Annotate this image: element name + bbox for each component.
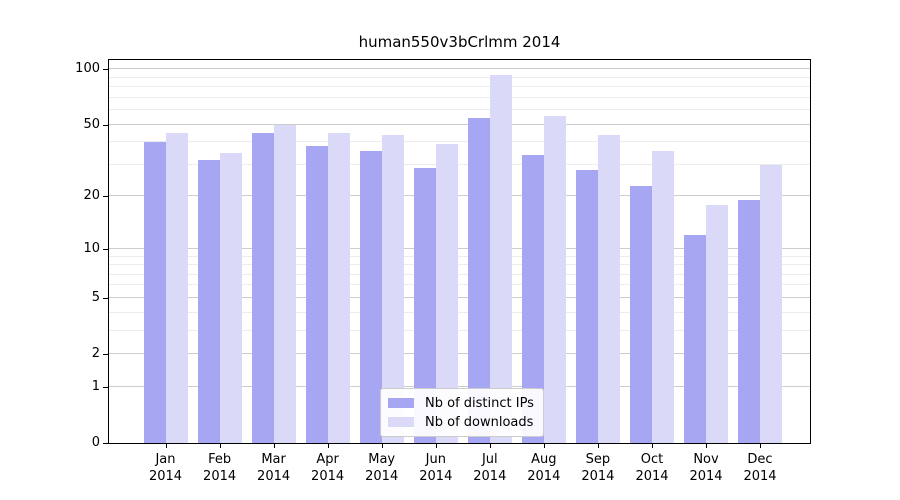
y-tick-mark-50 xyxy=(103,124,108,126)
x-tick-mark-sep xyxy=(597,444,599,448)
bar-mar-downloads xyxy=(273,124,296,443)
bar-dec-downloads xyxy=(760,164,782,443)
bar-feb-downloads xyxy=(219,152,242,443)
x-tick-label-mar: Mar 2014 xyxy=(257,452,291,484)
x-tick-mark-apr xyxy=(327,444,329,448)
bar-sep-distinct-ips xyxy=(575,170,598,443)
x-tick-label-jun: Jun 2014 xyxy=(419,452,453,484)
bar-jul-distinct-ips xyxy=(467,118,490,443)
legend-swatch-distinct-ips xyxy=(388,398,414,408)
x-tick-mark-nov xyxy=(706,444,707,448)
bar-jun-downloads xyxy=(435,144,458,443)
gridline-major-20 xyxy=(109,195,810,197)
gridline-minor-90 xyxy=(109,76,810,78)
bar-nov-distinct-ips xyxy=(684,235,706,443)
bar-may-distinct-ips xyxy=(359,150,382,443)
x-tick-label-dec: Dec 2014 xyxy=(743,452,777,484)
y-tick-label-10: 10 xyxy=(83,240,100,256)
gridline-minor-60 xyxy=(109,109,810,110)
x-tick-label-feb: Feb 2014 xyxy=(203,452,237,484)
gridline-major-1 xyxy=(109,385,810,387)
bar-nov-downloads xyxy=(706,204,728,443)
x-tick-mark-may xyxy=(381,444,383,448)
x-tick-mark-jan xyxy=(165,444,167,448)
y-tick-mark-5 xyxy=(103,297,108,299)
gridline-major-2 xyxy=(109,353,810,354)
x-tick-label-may: May 2014 xyxy=(365,452,399,484)
bar-oct-downloads xyxy=(652,150,674,443)
gridline-major-10 xyxy=(109,247,810,249)
x-tick-mark-oct xyxy=(652,444,653,448)
gridline-major-5 xyxy=(109,296,810,298)
x-tick-label-apr: Apr 2014 xyxy=(311,452,345,484)
legend: Nb of distinct IPs Nb of downloads xyxy=(380,388,544,437)
bar-mar-distinct-ips xyxy=(251,132,274,443)
legend-item-distinct-ips: Nb of distinct IPs xyxy=(388,395,534,411)
y-tick-label-0: 0 xyxy=(91,435,100,450)
x-tick-mark-mar xyxy=(273,444,275,448)
x-tick-label-aug: Aug 2014 xyxy=(527,452,561,484)
y-tick-mark-20 xyxy=(103,196,108,198)
y-tick-label-100: 100 xyxy=(75,61,100,77)
gridline-major-50 xyxy=(109,123,810,125)
gridline-minor-4 xyxy=(109,311,810,313)
bar-jan-downloads xyxy=(165,132,188,443)
chart-title: human550v3bCrlmm 2014 xyxy=(358,33,561,51)
plot-area: Nb of distinct IPs Nb of downloads xyxy=(108,59,811,444)
gridline-minor-3 xyxy=(109,329,810,331)
legend-label-downloads: Nb of downloads xyxy=(425,414,534,430)
x-tick-label-jan: Jan 2014 xyxy=(148,452,183,484)
gridline-minor-9 xyxy=(109,255,810,257)
gridline-minor-80 xyxy=(109,86,810,87)
gridline-minor-40 xyxy=(109,141,810,143)
gridline-minor-30 xyxy=(109,163,810,165)
legend-label-distinct-ips: Nb of distinct IPs xyxy=(425,395,534,411)
x-tick-mark-jun xyxy=(435,444,437,448)
bar-aug-downloads xyxy=(543,115,566,443)
y-tick-mark-2 xyxy=(103,354,108,355)
x-tick-label-jul: Jul 2014 xyxy=(473,452,507,484)
y-tick-label-50: 50 xyxy=(83,116,100,132)
y-tick-mark-0 xyxy=(103,443,108,444)
legend-swatch-downloads xyxy=(388,417,414,427)
bar-dec-distinct-ips xyxy=(738,200,760,443)
bar-apr-downloads xyxy=(327,132,350,443)
y-tick-mark-1 xyxy=(103,386,108,388)
x-tick-mark-jul xyxy=(489,444,491,448)
bar-jun-distinct-ips xyxy=(413,167,436,443)
x-tick-mark-feb xyxy=(219,444,221,448)
gridline-minor-7 xyxy=(109,273,810,275)
bar-jan-distinct-ips xyxy=(143,142,166,443)
y-tick-label-5: 5 xyxy=(91,289,100,305)
bar-jul-downloads xyxy=(489,75,512,443)
gridline-minor-8 xyxy=(109,264,810,265)
y-tick-label-20: 20 xyxy=(83,188,100,204)
y-tick-label-2: 2 xyxy=(91,346,100,361)
bar-oct-distinct-ips xyxy=(630,185,652,443)
gridline-minor-70 xyxy=(109,96,810,98)
x-tick-label-nov: Nov 2014 xyxy=(689,452,723,484)
bar-feb-distinct-ips xyxy=(197,159,220,443)
y-tick-mark-100 xyxy=(103,69,108,71)
x-tick-mark-dec xyxy=(760,444,761,448)
x-tick-label-oct: Oct 2014 xyxy=(635,452,669,484)
bar-apr-distinct-ips xyxy=(305,146,328,443)
y-tick-mark-10 xyxy=(103,248,108,250)
y-tick-label-1: 1 xyxy=(91,378,100,394)
x-tick-mark-aug xyxy=(543,444,545,448)
legend-item-downloads: Nb of downloads xyxy=(388,414,534,430)
bar-may-downloads xyxy=(381,134,404,443)
gridline-minor-6 xyxy=(109,284,810,286)
gridline-major-100 xyxy=(109,68,810,70)
bar-aug-distinct-ips xyxy=(521,155,544,443)
x-tick-label-sep: Sep 2014 xyxy=(581,452,615,484)
bar-sep-downloads xyxy=(597,134,620,443)
